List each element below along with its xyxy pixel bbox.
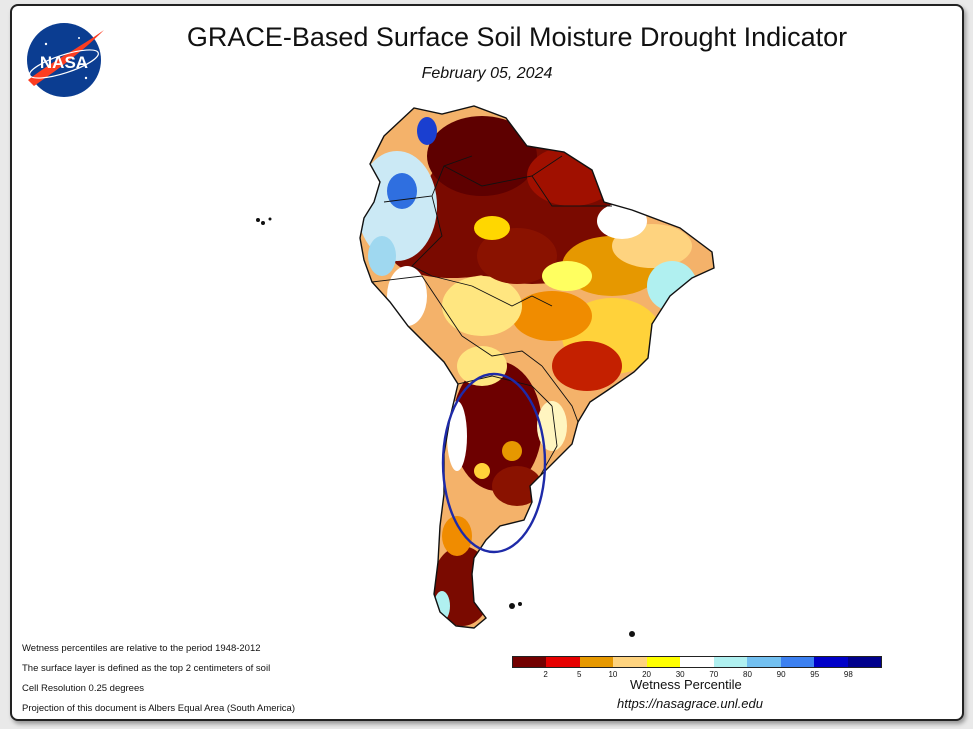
colorbar-ticks: 2 5 10 20 30 70 80 90 95 98 <box>512 668 882 680</box>
colorbar <box>512 656 882 668</box>
color-legend: 2 5 10 20 30 70 80 90 95 98 Wetness Percentile <box>512 656 882 692</box>
colorbar-swatch <box>680 657 714 667</box>
colorbar-swatch <box>546 657 580 667</box>
colorbar-swatch <box>579 657 614 667</box>
colorbar-tick-label: 5 <box>577 670 582 679</box>
colorbar-tick-label: 98 <box>843 670 853 679</box>
colorbar-tick-label: 95 <box>810 670 820 679</box>
nasa-logo: NASA <box>27 23 104 97</box>
moisture-field <box>360 116 697 626</box>
source-url[interactable]: https://nasagrace.unl.edu <box>617 696 763 711</box>
colorbar-tick-label: 2 <box>543 670 548 679</box>
colorbar-tick-label: 20 <box>642 670 651 679</box>
colorbar-tick-label: 80 <box>743 670 752 679</box>
note-surface-layer: The surface layer is defined as the top … <box>22 663 271 674</box>
legend-title: Wetness Percentile <box>630 677 742 692</box>
colorbar-tick-label: 30 <box>675 670 685 679</box>
map-notes: Wetness percentiles are relative to the … <box>22 639 295 719</box>
colorbar-swatch <box>847 657 881 667</box>
colorbar-swatch <box>713 657 748 667</box>
map-canvas <box>256 105 715 637</box>
note-period: Wetness percentiles are relative to the … <box>22 643 261 654</box>
colorbar-swatch <box>814 657 848 667</box>
map-title: GRACE-Based Surface Soil Moisture Drough… <box>186 22 848 52</box>
note-resolution: Cell Resolution 0.25 degrees <box>22 683 144 694</box>
islands <box>256 217 635 637</box>
map-frame: NASA GRACE-Based Surface Soil Moisture D… <box>10 4 964 721</box>
colorbar-tick-label: 70 <box>709 670 719 679</box>
highlight-circle <box>441 372 547 554</box>
colorbar-tick-label: 10 <box>608 670 618 679</box>
svg-text:NASA: NASA <box>40 53 88 72</box>
colorbar-swatch <box>513 657 547 667</box>
colorbar-swatch <box>646 657 681 667</box>
colorbar-swatch <box>780 657 815 667</box>
colorbar-swatch <box>613 657 647 667</box>
note-projection: Projection of this document is Albers Eq… <box>22 703 295 714</box>
colorbar-tick-label: 90 <box>776 670 786 679</box>
colorbar-swatch <box>747 657 781 667</box>
map-date: February 05, 2024 <box>421 65 553 82</box>
